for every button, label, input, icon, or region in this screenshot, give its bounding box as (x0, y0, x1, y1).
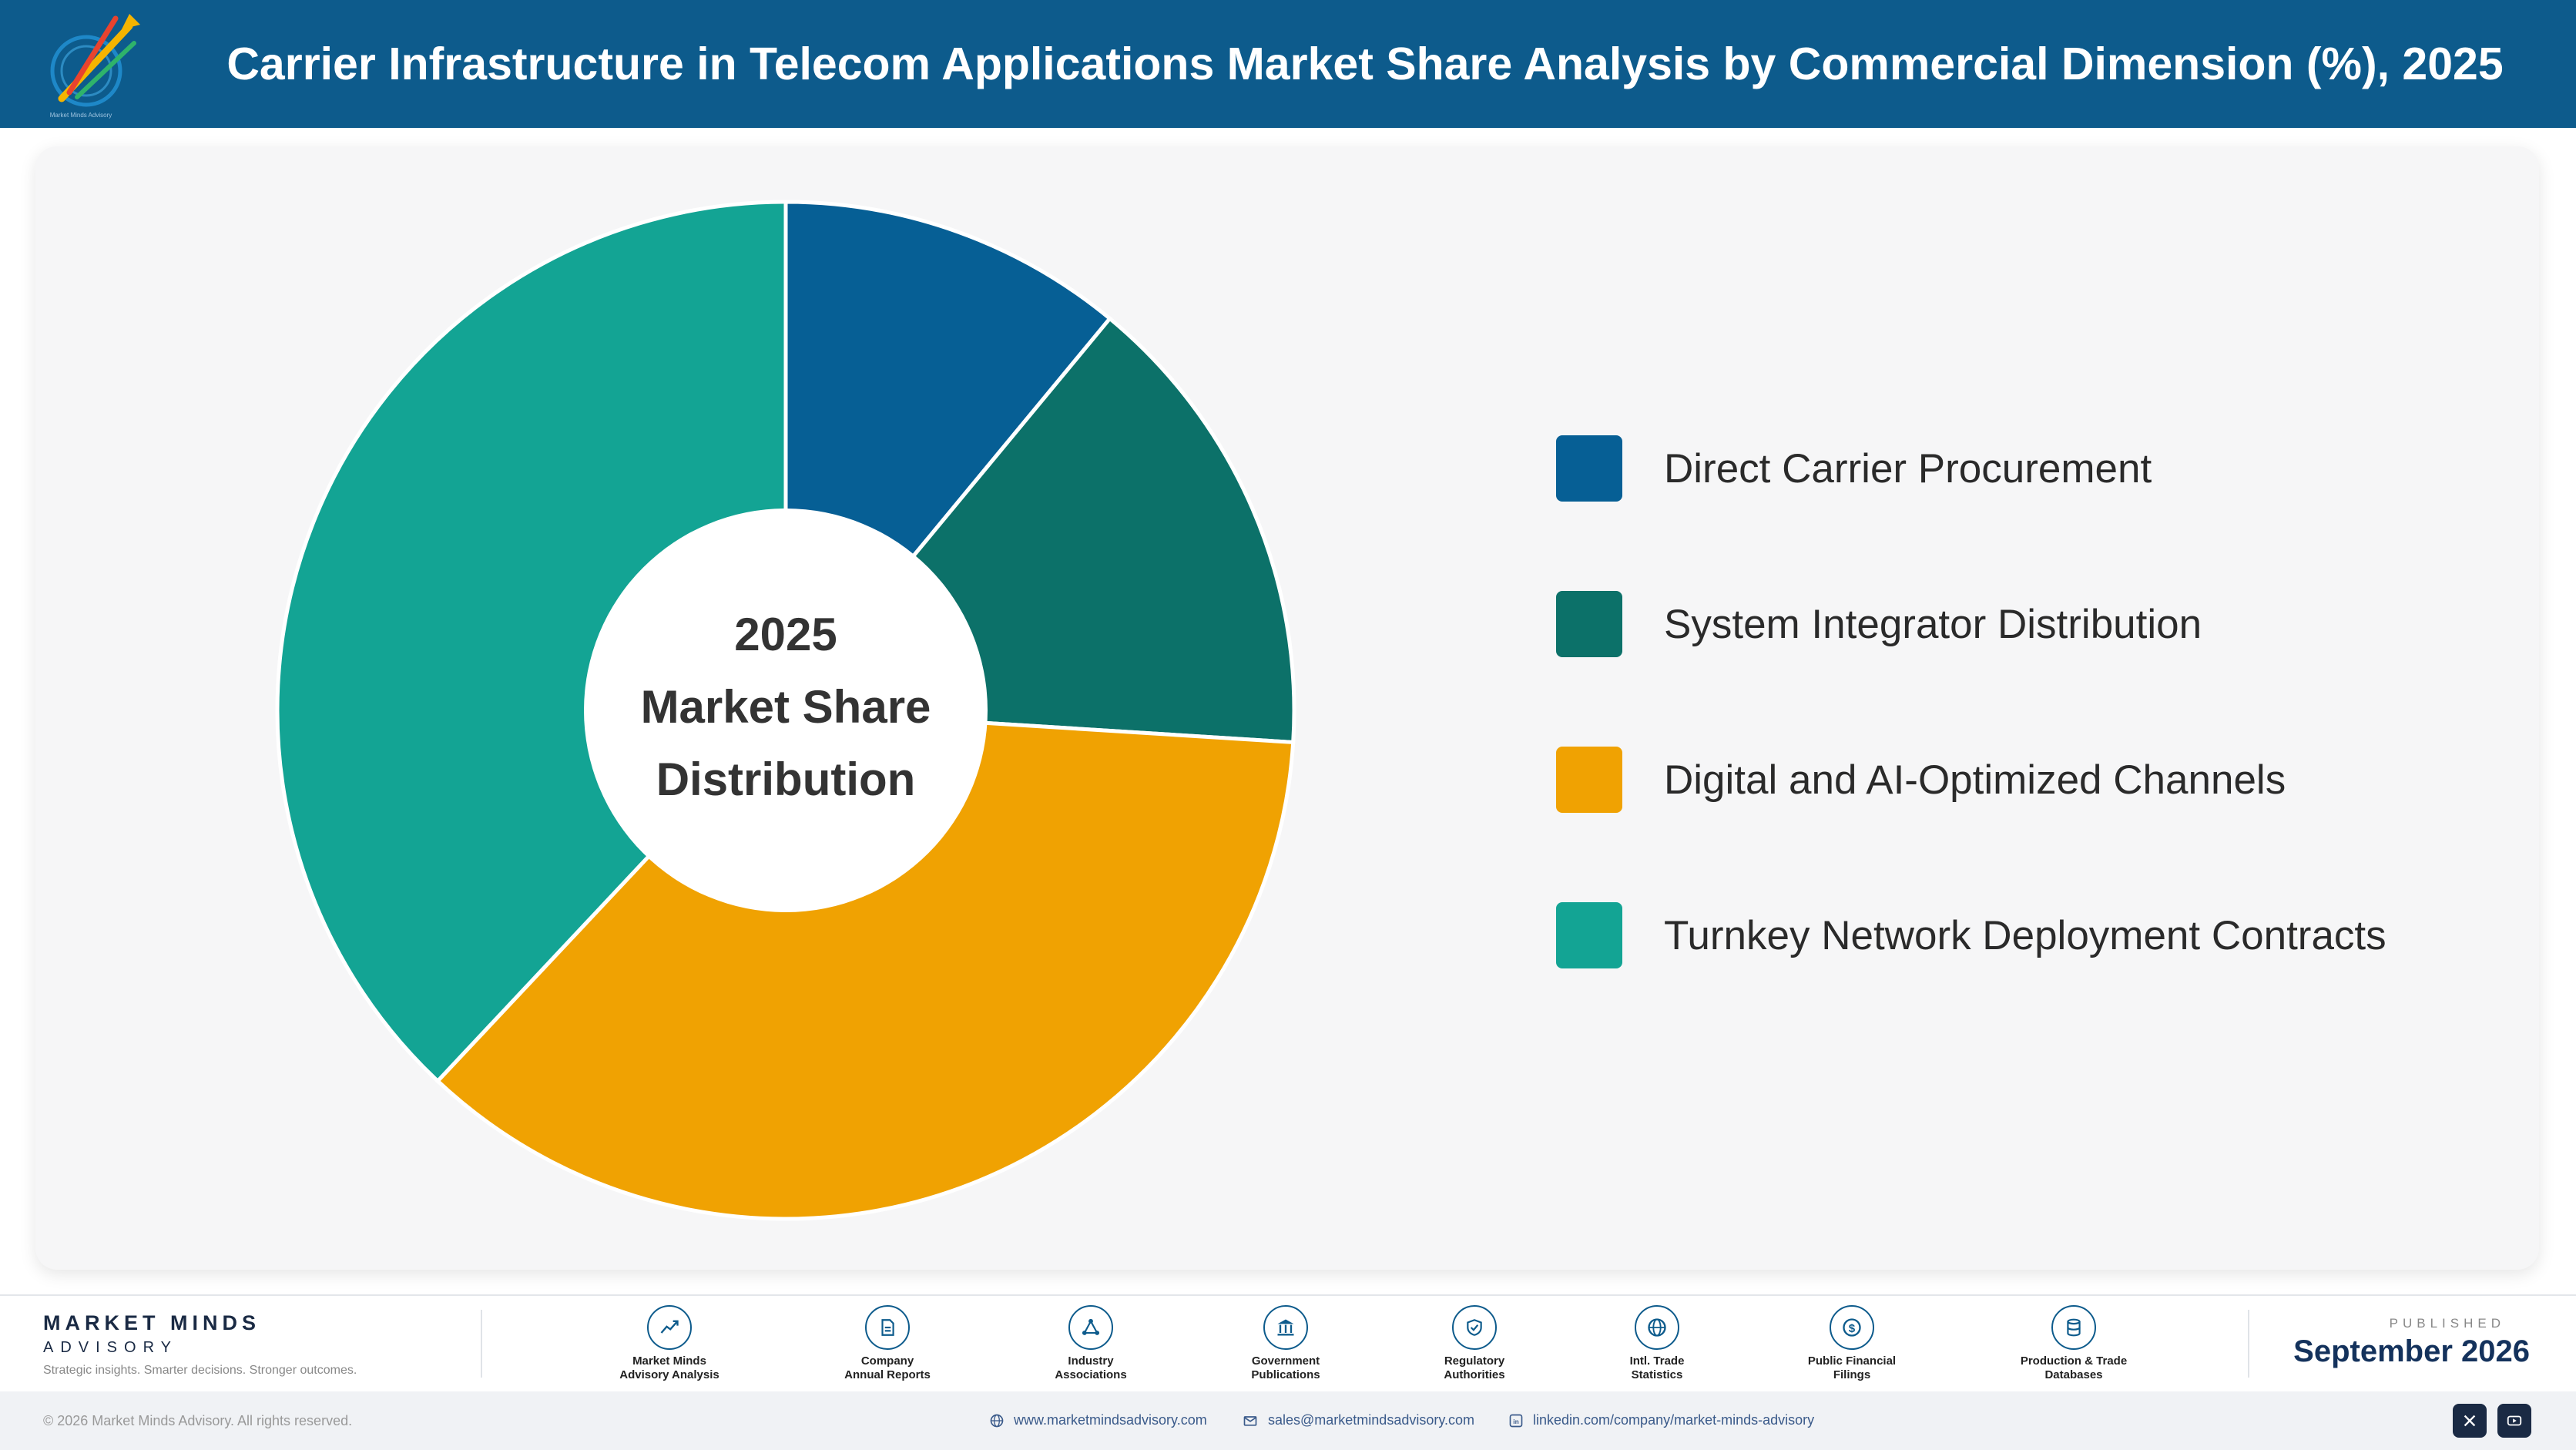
legend-item-digital-ai-channels: Digital and AI-Optimized Channels (1556, 745, 2286, 814)
source-industry-associations: Industry Associations (1006, 1305, 1176, 1382)
x-icon (2464, 1415, 2476, 1427)
globe-icon (1635, 1305, 1679, 1350)
donut-center-label-line: Market Share (641, 681, 931, 733)
page-title: Carrier Infrastructure in Telecom Applic… (226, 39, 2504, 89)
legend-label: System Integrator Distribution (1664, 601, 2202, 647)
globe-icon (990, 1414, 1004, 1427)
footer-sources-bar: MARKET MINDS ADVISORY Strategic insights… (0, 1294, 2576, 1391)
legend-label: Digital and AI-Optimized Channels (1664, 757, 2286, 803)
source-label: Regulatory Authorities (1444, 1354, 1505, 1381)
network-icon (1068, 1305, 1113, 1350)
footer-contact-bar: © 2026 Market Minds Advisory. All rights… (0, 1391, 2576, 1450)
footer-divider (481, 1310, 482, 1378)
database-icon (2051, 1305, 2096, 1350)
linkedin-link[interactable]: in linkedin.com/company/market-minds-adv… (1508, 1412, 1814, 1428)
pie-slice-turnkey-network-deployment-contracts (275, 200, 788, 1084)
donut-hole (584, 509, 988, 912)
header-bar: Market Minds Advisory Carrier Infrastruc… (0, 0, 2576, 128)
donut-center-label-line: 2025 (734, 609, 837, 660)
published-date: September 2026 (2293, 1334, 2530, 1368)
government-building-icon (1263, 1305, 1308, 1350)
source-public-financial-filings: $ Public Financial Filings (1767, 1305, 1937, 1382)
legend-label: Direct Carrier Procurement (1664, 445, 2152, 492)
document-icon (865, 1305, 910, 1350)
website-link[interactable]: www.marketmindsadvisory.com (989, 1412, 1207, 1428)
source-regulatory-authorities: Regulatory Authorities (1390, 1305, 1559, 1382)
source-label: Production & Trade Databases (2020, 1354, 2128, 1381)
youtube-icon (2507, 1415, 2522, 1426)
source-label: Government Publications (1251, 1354, 1320, 1381)
legend-item-direct-carrier-procurement: Direct Carrier Procurement (1556, 434, 2152, 503)
source-label: Intl. Trade Statistics (1629, 1354, 1685, 1381)
source-government-publications: Government Publications (1201, 1305, 1370, 1382)
svg-text:in: in (1513, 1418, 1518, 1425)
published-label: PUBLISHED (2389, 1316, 2505, 1331)
legend-item-turnkey-deployment-contracts: Turnkey Network Deployment Contracts (1556, 901, 2386, 970)
email-text: sales@marketmindsadvisory.com (1268, 1412, 1475, 1428)
youtube-social-button[interactable] (2497, 1404, 2531, 1438)
donut-chart: 2025 Market Share Distribution (275, 200, 1296, 1221)
source-intl-trade-statistics: Intl. Trade Statistics (1572, 1305, 1742, 1382)
brand-subtitle: ADVISORY (43, 1339, 178, 1356)
donut-center-label-line: Distribution (656, 754, 916, 805)
linkedin-icon: in (1509, 1414, 1523, 1427)
dollar-coin-icon: $ (1830, 1305, 1874, 1350)
brand-name: MARKET MINDS (43, 1311, 260, 1334)
legend-label: Turnkey Network Deployment Contracts (1664, 912, 2386, 958)
source-label: Market Minds Advisory Analysis (619, 1354, 719, 1381)
website-text: www.marketmindsadvisory.com (1014, 1412, 1207, 1428)
x-social-button[interactable] (2453, 1404, 2487, 1438)
linkedin-text: linkedin.com/company/market-minds-adviso… (1533, 1412, 1815, 1428)
email-link[interactable]: sales@marketmindsadvisory.com (1242, 1412, 1474, 1428)
legend-swatch (1556, 435, 1622, 502)
legend-item-system-integrator-distribution: System Integrator Distribution (1556, 589, 2202, 659)
legend-swatch (1556, 902, 1622, 968)
copyright-text: © 2026 Market Minds Advisory. All rights… (43, 1413, 353, 1428)
shield-check-icon (1452, 1305, 1497, 1350)
source-label: Company Annual Reports (844, 1354, 931, 1381)
source-market-minds-analysis: Market Minds Advisory Analysis (585, 1305, 754, 1382)
source-company-annual-reports: Company Annual Reports (803, 1305, 972, 1382)
chart-line-icon (647, 1305, 692, 1350)
pie-slice-digital-and-ai-optimized-channels (434, 708, 1296, 1221)
svg-text:Market Minds Advisory: Market Minds Advisory (50, 112, 112, 119)
source-production-trade-databases: Production & Trade Databases (1989, 1305, 2158, 1382)
chart-card: 2025 Market Share Distribution Direct Carr… (35, 146, 2539, 1270)
footer-divider (2248, 1310, 2249, 1378)
legend-swatch (1556, 747, 1622, 813)
legend-swatch (1556, 591, 1622, 657)
brand-tagline: Strategic insights. Smarter decisions. S… (43, 1364, 357, 1377)
source-label: Industry Associations (1055, 1354, 1127, 1381)
mail-icon (1243, 1415, 1257, 1426)
source-label: Public Financial Filings (1807, 1354, 1897, 1381)
market-minds-logo: Market Minds Advisory (50, 14, 140, 119)
svg-text:$: $ (1849, 1322, 1856, 1335)
